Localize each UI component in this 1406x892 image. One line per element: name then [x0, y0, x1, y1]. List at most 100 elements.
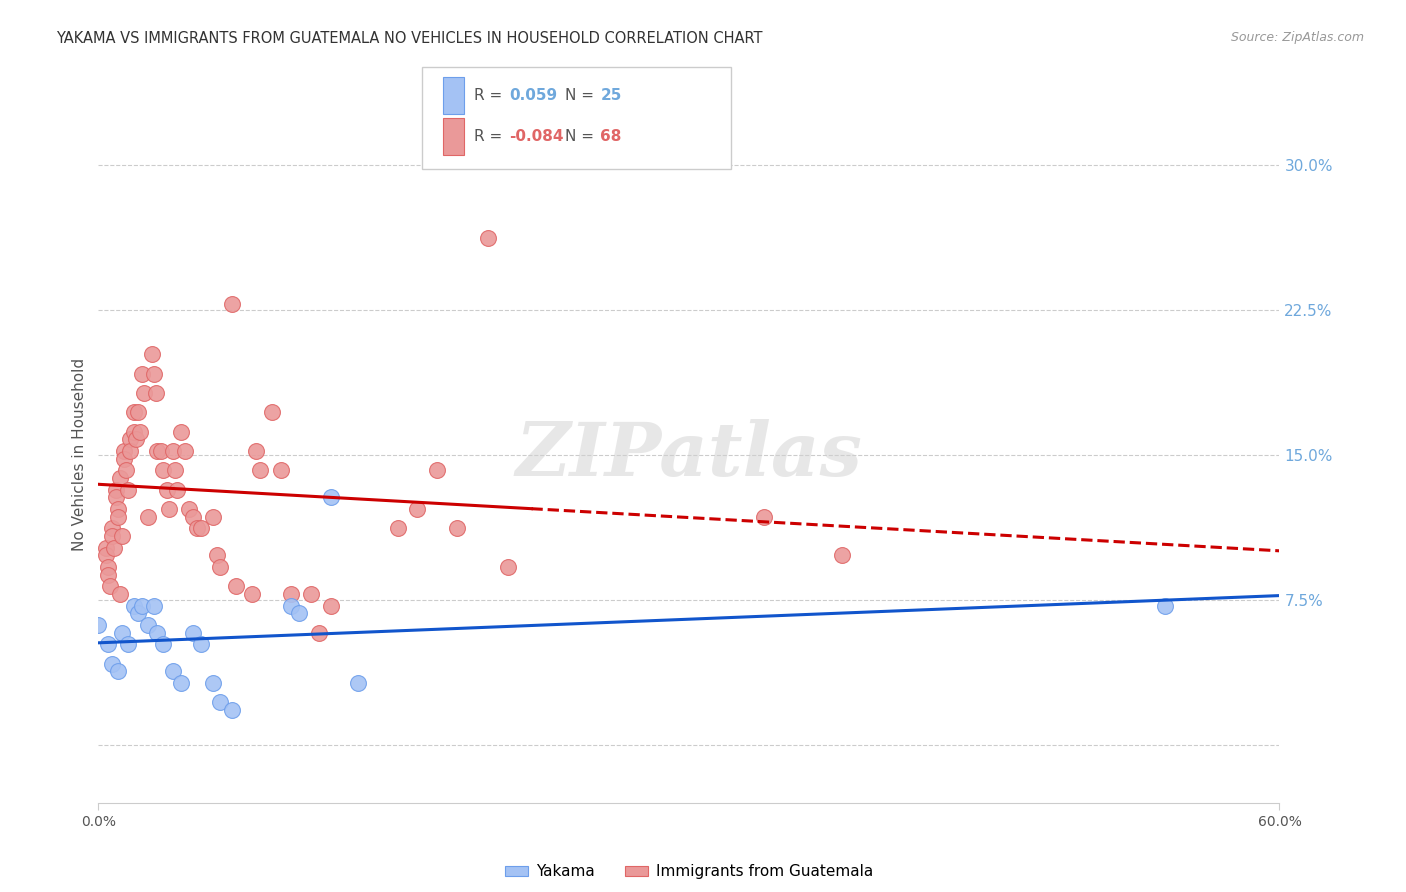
Point	[97, 637, 120, 651]
Point	[101, 521, 124, 535]
Text: YAKAMA VS IMMIGRANTS FROM GUATEMALA NO VEHICLES IN HOUSEHOLD CORRELATION CHART: YAKAMA VS IMMIGRANTS FROM GUATEMALA NO V…	[56, 31, 762, 46]
Text: N =: N =	[565, 129, 599, 144]
Point	[145, 386, 167, 401]
Point	[157, 502, 180, 516]
Point	[387, 521, 409, 535]
Point	[477, 231, 499, 245]
Point	[190, 521, 212, 535]
Point	[87, 618, 110, 632]
Point	[105, 491, 128, 505]
Point	[249, 463, 271, 477]
Point	[142, 367, 165, 381]
Point	[118, 444, 141, 458]
Point	[122, 599, 145, 613]
Point	[319, 491, 342, 505]
Point	[181, 509, 204, 524]
Point	[152, 463, 174, 477]
Point	[221, 703, 243, 717]
Point	[108, 471, 131, 485]
Point	[98, 579, 121, 593]
Point	[111, 625, 134, 640]
Text: R =: R =	[474, 88, 508, 103]
Point	[288, 607, 311, 621]
Y-axis label: No Vehicles in Household: No Vehicles in Household	[72, 359, 87, 551]
Point	[240, 587, 263, 601]
Point	[831, 549, 853, 563]
Point	[170, 676, 193, 690]
Point	[174, 444, 197, 458]
Point	[97, 567, 120, 582]
Point	[141, 347, 163, 361]
Point	[177, 502, 200, 516]
Point	[496, 560, 519, 574]
Point	[166, 483, 188, 497]
Point	[752, 509, 775, 524]
Point	[115, 463, 138, 477]
Point	[107, 502, 129, 516]
Point	[280, 599, 302, 613]
Point	[125, 433, 148, 447]
Point	[101, 657, 124, 671]
Point	[181, 625, 204, 640]
Point	[270, 463, 292, 477]
Point	[209, 695, 232, 709]
Point	[101, 529, 124, 543]
Point	[136, 618, 159, 632]
Point	[142, 599, 165, 613]
Point	[245, 444, 267, 458]
Point	[146, 625, 169, 640]
Point	[165, 463, 187, 477]
Point	[96, 549, 118, 563]
Point	[105, 483, 128, 497]
Text: -0.084: -0.084	[509, 129, 564, 144]
Point	[201, 509, 224, 524]
Text: 68: 68	[600, 129, 621, 144]
Point	[112, 451, 135, 466]
Point	[186, 521, 208, 535]
Text: N =: N =	[565, 88, 599, 103]
Point	[97, 560, 120, 574]
Point	[280, 587, 302, 601]
Point	[221, 297, 243, 311]
Point	[406, 502, 429, 516]
Point	[209, 560, 232, 574]
Point	[319, 599, 342, 613]
Point	[152, 637, 174, 651]
Point	[1154, 599, 1177, 613]
Point	[117, 483, 139, 497]
Point	[103, 541, 125, 555]
Point	[131, 367, 153, 381]
Point	[107, 665, 129, 679]
Point	[96, 541, 118, 555]
Point	[347, 676, 370, 690]
Point	[132, 386, 155, 401]
Point	[446, 521, 468, 535]
Point	[426, 463, 449, 477]
Legend: Yakama, Immigrants from Guatemala: Yakama, Immigrants from Guatemala	[499, 858, 879, 886]
Text: 25: 25	[600, 88, 621, 103]
Point	[260, 405, 283, 419]
Point	[225, 579, 247, 593]
Text: R =: R =	[474, 129, 508, 144]
Point	[162, 444, 184, 458]
Point	[146, 444, 169, 458]
Point	[127, 405, 149, 419]
Point	[299, 587, 322, 601]
Point	[122, 425, 145, 439]
Point	[128, 425, 150, 439]
Point	[156, 483, 179, 497]
Point	[118, 433, 141, 447]
Point	[190, 637, 212, 651]
Point	[150, 444, 173, 458]
Point	[117, 637, 139, 651]
Point	[205, 549, 228, 563]
Point	[201, 676, 224, 690]
Point	[162, 665, 184, 679]
Point	[108, 587, 131, 601]
Text: 0.059: 0.059	[509, 88, 557, 103]
Point	[170, 425, 193, 439]
Point	[112, 444, 135, 458]
Point	[127, 607, 149, 621]
Point	[136, 509, 159, 524]
Point	[308, 625, 330, 640]
